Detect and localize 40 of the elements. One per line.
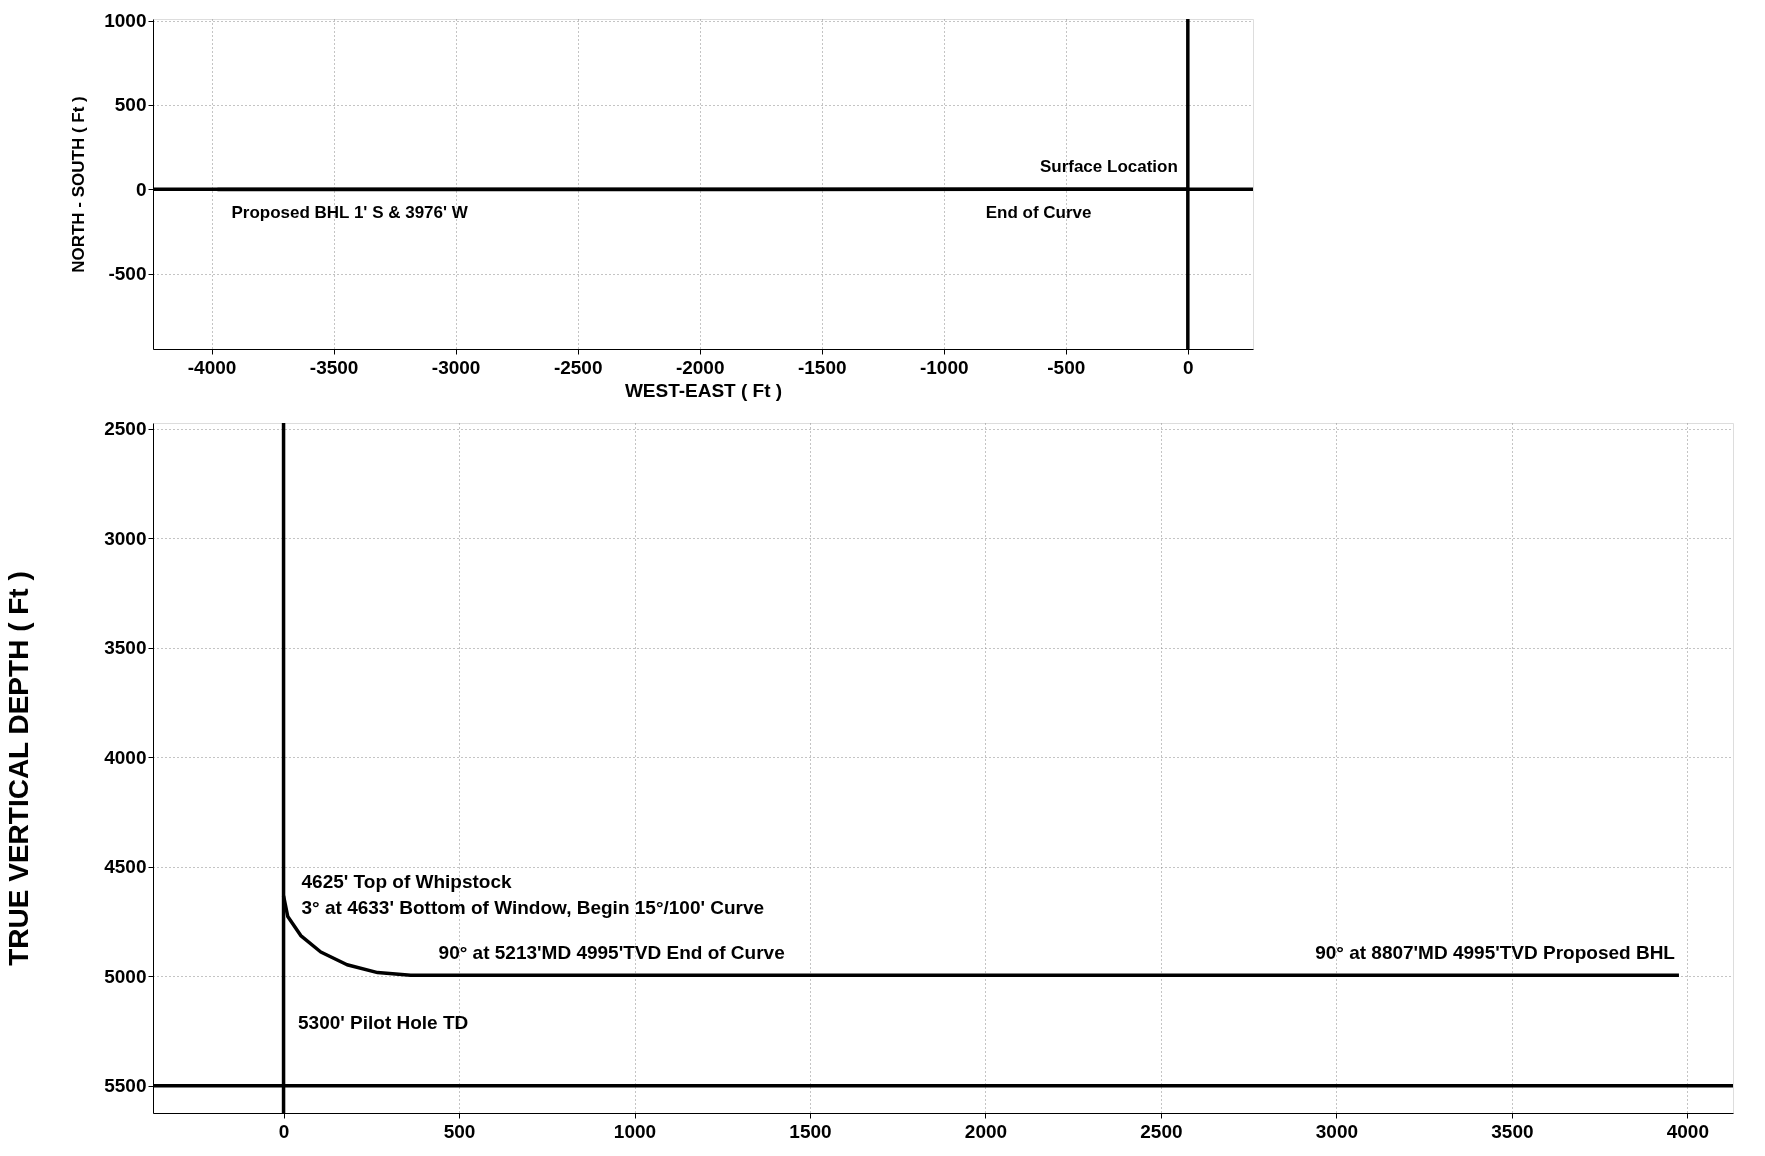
x-tick-label: 3000: [1315, 1120, 1359, 1142]
y-tick-label: -500: [108, 263, 147, 285]
annotation: 3° at 4633' Bottom of Window, Begin 15°/100' Curve: [301, 896, 765, 918]
annotation: Proposed BHL 1' S & 3976' W: [231, 203, 469, 223]
y-tick-label: 500: [114, 94, 147, 116]
annotation: 4625' Top of Whipstock: [301, 871, 513, 893]
x-tick-label: 2500: [1140, 1120, 1183, 1142]
y-tick-label: 4500: [104, 856, 147, 878]
x-tick-label: 1500: [789, 1120, 832, 1142]
x-tick-label: 0: [1183, 356, 1194, 378]
y-tick-label: 2500: [104, 418, 147, 440]
x-tick-label: -3000: [431, 356, 481, 378]
x-tick-label: -3500: [309, 356, 359, 378]
x-tick-label: -2500: [553, 356, 603, 378]
y-axis-title: NORTH - SOUTH ( Ft ): [69, 96, 89, 273]
x-tick-label: -500: [1047, 356, 1086, 378]
x-tick-label: 1000: [613, 1120, 657, 1142]
y-tick-label: 1000: [104, 10, 147, 32]
x-tick-label: 2000: [964, 1120, 1008, 1142]
x-axis-title: WEST-EAST ( Ft ): [624, 379, 783, 401]
x-tick-label: -4000: [187, 356, 237, 378]
annotation: 5300' Pilot Hole TD: [298, 1012, 469, 1033]
x-tick-label: 500: [443, 1120, 476, 1142]
y-tick-label: 0: [135, 178, 147, 200]
x-tick-label: -2000: [675, 356, 725, 378]
x-tick-label: 3500: [1491, 1120, 1534, 1142]
y-tick-label: 3000: [104, 527, 147, 549]
annotation: Surface Location: [1039, 157, 1178, 177]
annotation: 90° at 5213'MD 4995'TVD End of Curve: [438, 942, 785, 964]
y-tick-label: 4000: [104, 746, 147, 768]
x-tick-label: 0: [278, 1120, 290, 1142]
x-tick-label: -1500: [797, 356, 847, 378]
y-axis-title: TRUE VERTICAL DEPTH ( Ft ): [3, 571, 35, 966]
y-tick-label: 5000: [104, 965, 147, 987]
annotation: End of Curve: [985, 203, 1092, 223]
y-tick-label: 3500: [104, 637, 147, 659]
x-tick-label: 4000: [1666, 1120, 1710, 1142]
x-tick-label: -1000: [919, 356, 969, 378]
annotation: 90° at 8807'MD 4995'TVD Proposed BHL: [1315, 942, 1676, 964]
y-tick-label: 5500: [104, 1075, 147, 1097]
